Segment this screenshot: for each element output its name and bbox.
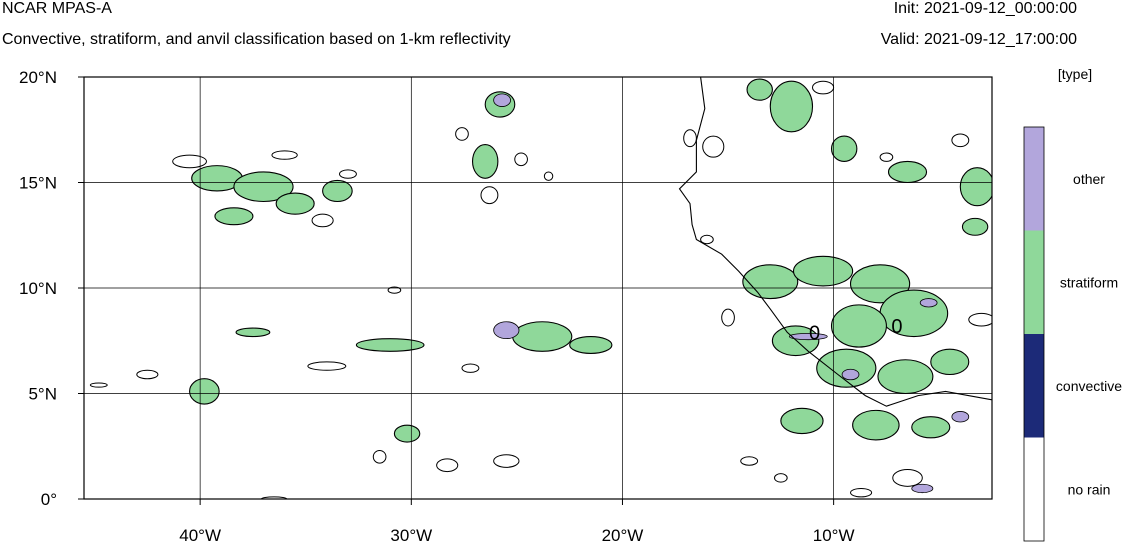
rain-outline [879, 152, 894, 162]
stratiform-cell [322, 179, 353, 203]
stratiform-cell [961, 217, 989, 236]
rain-outline [850, 487, 873, 498]
rain-outline [339, 169, 357, 179]
rain-outline [260, 496, 288, 499]
rain-outline [683, 129, 697, 148]
rain-outline [892, 468, 923, 487]
other-cells [493, 93, 970, 494]
rain-outline [387, 286, 402, 294]
stratiform-cell [911, 416, 951, 439]
rain-outline [455, 127, 469, 141]
coastline [678, 77, 992, 407]
stratiform-cell [235, 327, 271, 338]
y-tick-label: 20°N [19, 68, 57, 87]
colorbar-swatch [1024, 127, 1044, 231]
stratiform-cell [852, 409, 900, 441]
rain-outline [436, 458, 459, 473]
rain-outline [721, 308, 735, 327]
other-cell [951, 411, 970, 423]
other-cell [911, 483, 934, 494]
stratiform-cell [214, 207, 254, 226]
rain-outline [136, 369, 159, 380]
colorbar-label: stratiform [1060, 274, 1118, 290]
other-cell [493, 321, 520, 340]
stratiform-cell [830, 135, 858, 162]
stratiform-cell [512, 321, 573, 352]
stratiform-cells [189, 78, 992, 443]
model-name: NCAR MPAS-A [2, 0, 112, 17]
x-axis: 40°W 30°W 20°W 10°W [179, 499, 855, 545]
rain-outline [493, 454, 520, 468]
y-tick-label: 5°N [28, 385, 57, 404]
colorbar-label: other [1073, 171, 1105, 187]
stratiform-cell [746, 78, 773, 101]
stratiform-cell [393, 424, 421, 443]
stratiform-cell [355, 338, 425, 352]
init-time: Init: 2021-09-12_00:00:00 [893, 0, 1077, 17]
rain-outline [89, 382, 108, 388]
valid-time: Valid: 2021-09-12_17:00:00 [880, 31, 1077, 48]
rain-outline [372, 449, 387, 464]
rain-outline [968, 312, 992, 327]
stratiform-cell [792, 255, 854, 287]
x-tick-label: 10°W [813, 526, 855, 545]
rain-outline [702, 135, 725, 158]
colorbar-frame [1023, 126, 1045, 542]
colorbar-swatch [1024, 437, 1044, 541]
stratiform-cell [849, 264, 911, 304]
colorbar-label: convective [1056, 378, 1122, 394]
x-tick-label: 40°W [179, 526, 221, 545]
stratiform-cell [879, 289, 949, 338]
y-tick-label: 10°N [19, 279, 57, 298]
stratiform-cell [471, 143, 499, 179]
other-cell [919, 298, 938, 308]
colorbar-unit-label: [type] [1058, 66, 1092, 82]
rain-outline [461, 363, 480, 373]
chart-title: Convective, stratiform, and anvil classi… [2, 31, 511, 48]
y-tick-label: 15°N [19, 174, 57, 193]
rain-outline [740, 456, 759, 466]
rain-outline [307, 361, 347, 371]
stratiform-cell [877, 359, 934, 395]
colorbar-label: no rain [1068, 481, 1111, 497]
other-cell [841, 368, 860, 381]
stratiform-cell [233, 171, 294, 203]
stratiform-cell [816, 348, 877, 388]
rain-outline [271, 150, 298, 160]
contour-label: 0 [891, 316, 902, 338]
stratiform-cell [887, 160, 928, 184]
y-tick-label: 0° [41, 490, 57, 509]
colorbar: [type] no rain convective stratiform other [1023, 66, 1122, 542]
gridlines [84, 77, 992, 499]
y-axis: 0° 5°N 10°N 15°N 20°N [19, 68, 84, 509]
rain-outline [480, 186, 499, 205]
colorbar-swatch [1024, 230, 1044, 334]
stratiform-cell [780, 407, 824, 435]
stratiform-cell [830, 304, 887, 348]
rain-outline [514, 152, 528, 167]
rain-outline [172, 154, 207, 169]
stratiform-cell [742, 264, 799, 300]
other-cell [788, 332, 828, 341]
rain-outline [774, 473, 788, 483]
stratiform-cell [930, 348, 970, 376]
stratiform-cell [189, 378, 220, 405]
rain-outlines [89, 80, 992, 499]
rain-outline [311, 213, 334, 228]
other-cell [493, 93, 511, 107]
colorbar-swatch [1024, 334, 1044, 438]
contour-label: 0 [809, 322, 820, 344]
stratiform-cell [569, 335, 613, 354]
x-tick-label: 30°W [390, 526, 432, 545]
stratiform-cell [959, 167, 992, 207]
x-tick-label: 20°W [602, 526, 644, 545]
rain-outline [543, 171, 554, 181]
stratiform-cell [769, 80, 814, 133]
stratiform-cell [275, 192, 315, 215]
rain-outline [951, 133, 970, 148]
rain-outline [700, 234, 714, 245]
